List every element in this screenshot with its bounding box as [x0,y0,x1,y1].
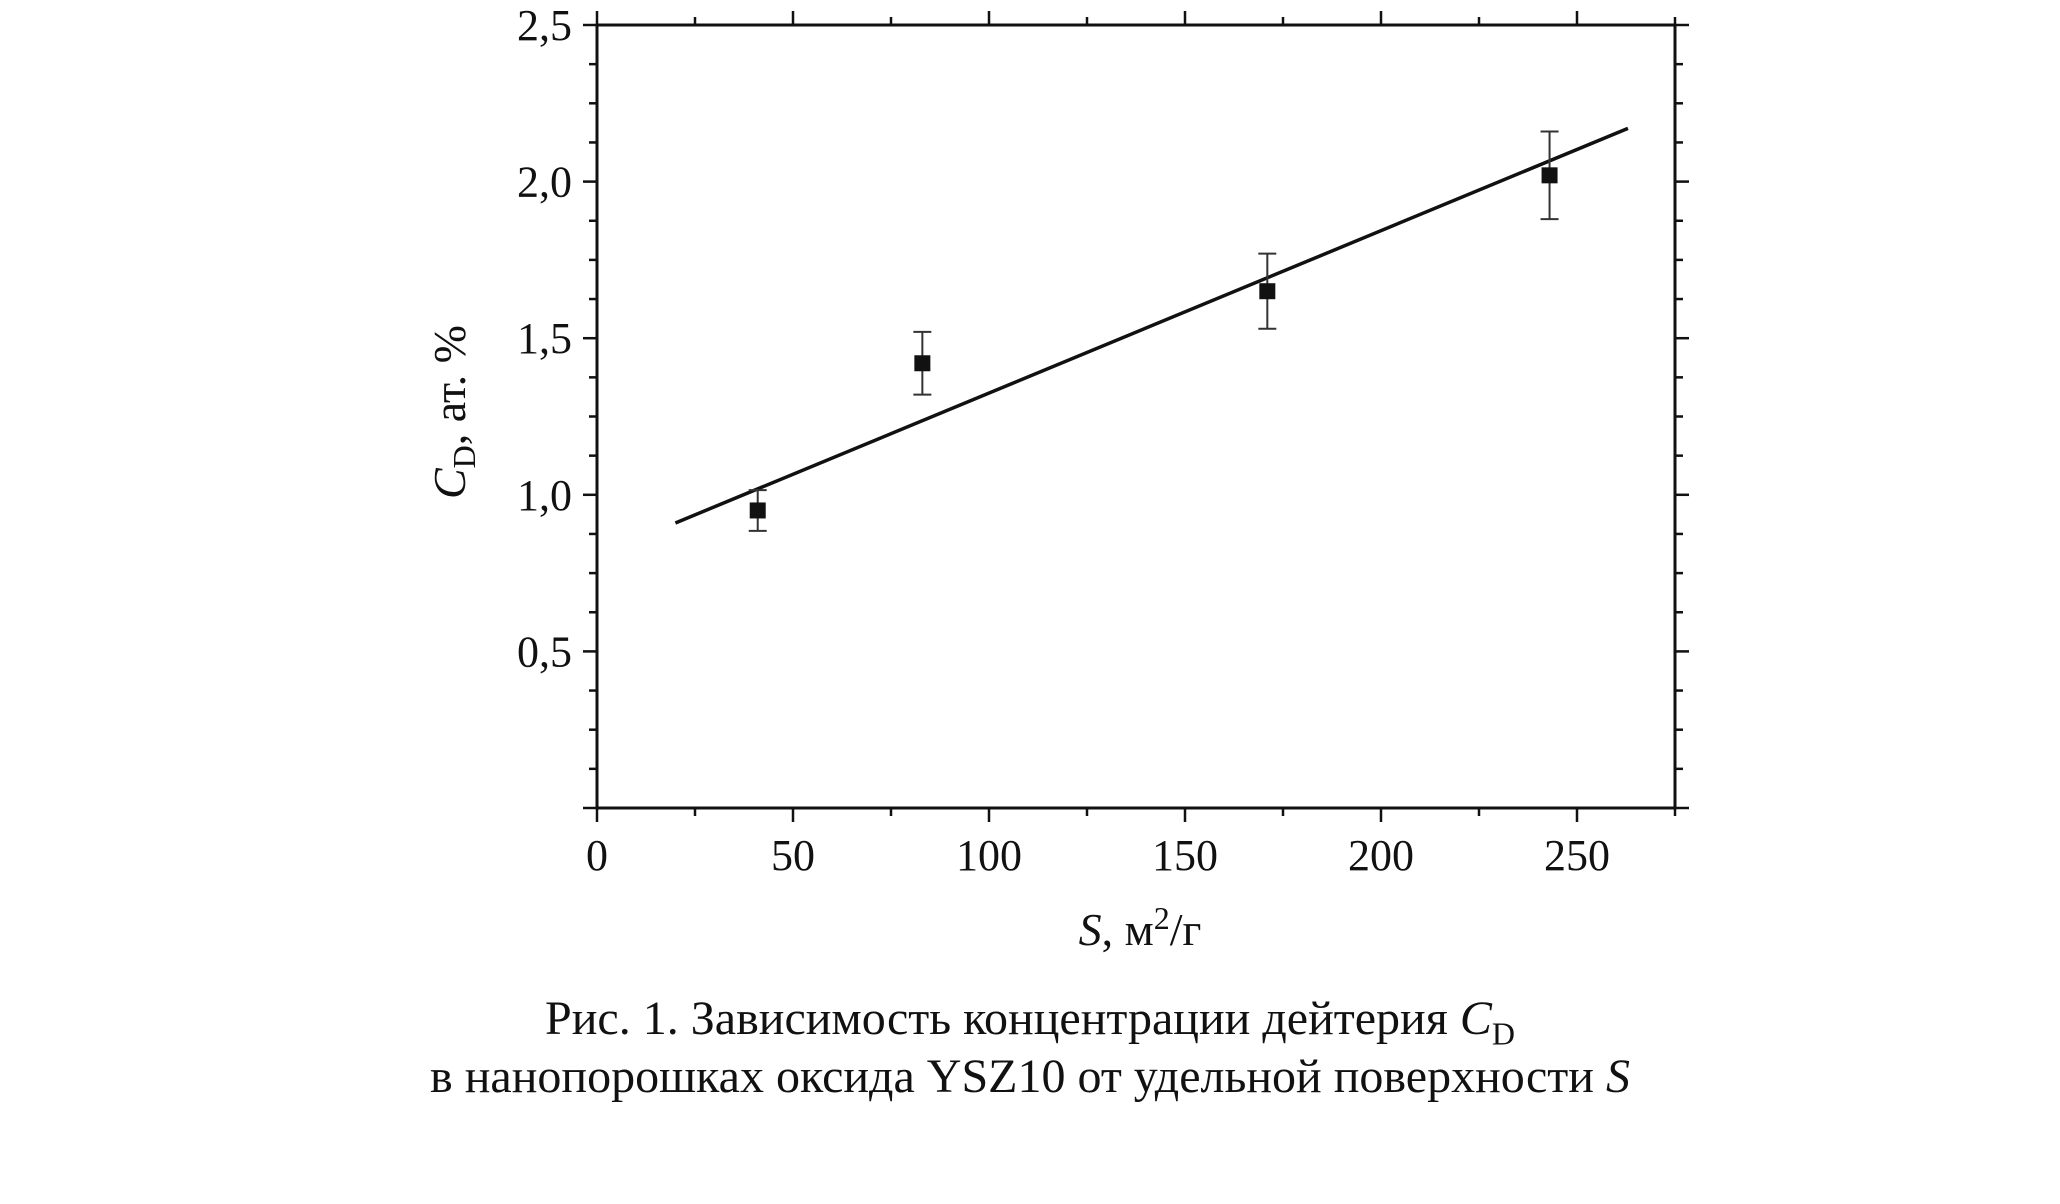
data-point [913,330,932,396]
y-axis-unit: , ат. % [424,325,475,445]
x-tick-label: 0 [586,831,608,880]
y-axis-symbol: C [424,467,475,499]
y-axis-title: CD, ат. % [424,325,482,499]
x-tick-label: 250 [1544,831,1610,880]
x-axis-unit-tail: /г [1170,904,1202,955]
data-marker [1259,283,1276,300]
x-tick-label: 100 [956,831,1022,880]
y-tick-label: 2,5 [517,1,572,50]
x-axis-title: S, м2/г [1079,900,1202,955]
data-marker [1541,167,1558,184]
plot-area [595,23,1677,810]
x-tick-label: 150 [1152,831,1218,880]
caption-symbol-s: S [1605,1050,1630,1103]
data-marker [749,502,766,519]
x-axis-symbol: S [1079,904,1102,955]
caption-line-2-text: в нанопорошках оксида YSZ10 от удельной … [430,1050,1606,1103]
y-tick-label: 2,0 [517,158,572,207]
chart: 0 50 100 150 200 250 0,5 1,0 1,5 2,0 2,5 CD, ат. %… [424,1,1689,955]
y-tick-label: 1,5 [517,314,572,363]
fit-line [674,126,1629,525]
caption-subscript-d: D [1491,1015,1515,1052]
y-tick-label: 0,5 [517,627,572,676]
x-tick-label: 200 [1348,831,1414,880]
x-axis-superscript: 2 [1154,900,1170,936]
plot-frame [595,23,1677,810]
ticks-layer: 0 50 100 150 200 250 0,5 1,0 1,5 2,0 2,5 [517,1,1689,880]
data-point [1258,252,1277,330]
caption-line-1-text: Рис. 1. Зависимость концентрации дейтери… [545,992,1460,1045]
data-point [748,489,767,532]
y-axis-subscript: D [446,445,482,468]
caption-symbol-c: C [1459,992,1492,1045]
figure-caption-line-2: в нанопорошках оксида YSZ10 от удельной … [0,1048,2060,1106]
data-marker [914,355,931,372]
points-layer [748,130,1559,532]
x-tick-label: 50 [771,831,815,880]
fit-line-layer [674,126,1629,525]
x-axis-unit: , м [1102,904,1154,955]
y-tick-label: 1,0 [517,471,572,520]
figure-caption-line-1: Рис. 1. Зависимость концентрации дейтери… [0,990,2060,1053]
data-point [1540,130,1559,221]
